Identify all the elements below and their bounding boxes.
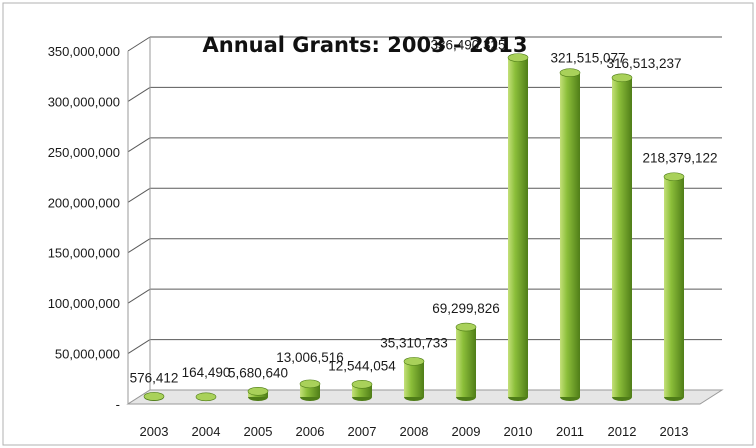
gridline-depth	[127, 87, 151, 102]
gridline-depth	[127, 238, 151, 254]
x-tick-label: 2013	[660, 424, 689, 439]
data-label: 5,680,640	[228, 365, 288, 380]
floor	[126, 389, 724, 405]
data-label: 576,412	[130, 370, 179, 385]
x-tick-label: 2007	[348, 424, 377, 439]
bar-top	[299, 379, 321, 389]
gridline-depth	[127, 339, 151, 354]
x-tick-label: 2004	[192, 424, 221, 439]
gridline-depth	[127, 137, 151, 153]
data-label: 218,379,122	[642, 151, 717, 166]
bar-2004	[195, 392, 217, 402]
bar-top	[351, 380, 373, 389]
x-tick-label: 2008	[400, 424, 429, 439]
bar-top	[663, 172, 685, 182]
bar-body	[664, 176, 684, 397]
data-labels: 576,412 164,4905,680,64013,006,51612,544,…	[130, 38, 718, 386]
bar-body	[456, 327, 476, 397]
bar-2013	[663, 172, 685, 401]
bar-body	[404, 361, 424, 397]
bar-body	[508, 57, 528, 397]
bar-body	[612, 77, 632, 397]
x-tick-label: 2011	[556, 424, 584, 439]
data-label: 35,310,733	[380, 335, 448, 350]
data-label: 336,490,325	[430, 38, 505, 53]
data-label: 321,515,077	[550, 51, 625, 66]
y-tick-label: 250,000,000	[48, 145, 120, 160]
data-label: 69,299,826	[432, 301, 500, 316]
bar-top	[143, 392, 165, 401]
bar-top	[455, 322, 477, 332]
bar-2009	[455, 322, 477, 401]
bar-2003	[143, 392, 165, 401]
y-tick-label: 200,000,000	[48, 195, 120, 210]
y-tick-label: 350,000,000	[48, 44, 120, 59]
bar-2010	[507, 53, 529, 401]
bars	[143, 53, 685, 402]
bar-2007	[351, 380, 373, 401]
bar-top	[611, 73, 633, 83]
bar-2011	[559, 68, 581, 401]
bar-top	[195, 392, 217, 402]
bar-2012	[611, 73, 633, 401]
bar-2008	[403, 357, 425, 401]
y-tick-label: -	[116, 397, 120, 412]
x-axis-ticks: 2003 2004 2005 2006 2007 2008 2009 2010 2011 2012…	[140, 424, 689, 439]
x-tick-label: 2005	[244, 424, 273, 439]
chart-title: Annual Grants: 2003 - 2013	[203, 33, 528, 57]
bar-top	[559, 68, 581, 78]
x-tick-label: 2009	[452, 424, 481, 439]
gridline-depth	[127, 36, 151, 52]
gridline-depth	[127, 288, 151, 304]
bar-2006	[299, 379, 321, 401]
bar-body	[560, 72, 580, 398]
bar-top	[403, 357, 425, 366]
data-label: 164,490	[182, 365, 231, 380]
y-tick-label: 300,000,000	[48, 94, 120, 109]
bar-top	[507, 53, 529, 62]
data-label: 316,513,237	[606, 56, 681, 71]
y-tick-label: 100,000,000	[48, 296, 120, 311]
x-tick-label: 2012	[608, 424, 637, 439]
data-label: 12,544,054	[328, 358, 396, 373]
x-tick-label: 2003	[140, 424, 169, 439]
y-axis-ticks: - 50,000,000 100,000,000 150,000,000 200,000…	[48, 44, 120, 412]
x-tick-label: 2010	[504, 424, 533, 439]
y-tick-label: 50,000,000	[55, 347, 120, 362]
bar-top	[247, 386, 269, 396]
y-tick-label: 150,000,000	[48, 246, 120, 261]
data-label: 13,006,516	[276, 350, 344, 365]
x-tick-label: 2006	[296, 424, 325, 439]
gridline-depth	[127, 187, 151, 203]
bar-2005	[247, 386, 269, 401]
